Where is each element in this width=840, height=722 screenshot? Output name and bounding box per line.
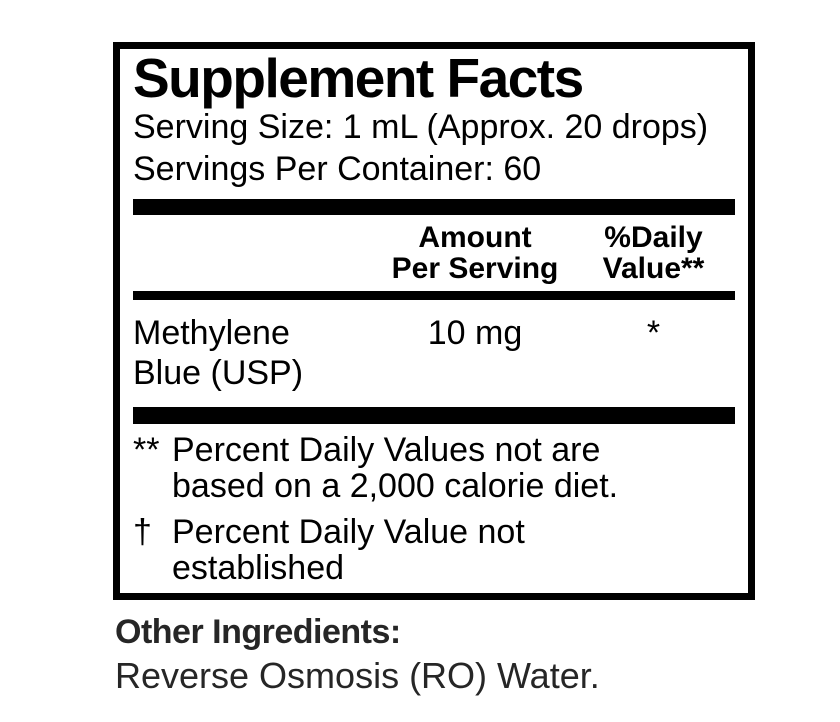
footnote-text-not-established: Percent Daily Value not established: [172, 513, 525, 587]
footnote-text-daily-values: Percent Daily Values not are based on a …: [172, 431, 619, 505]
header-percent-daily-value: %Daily Value**: [585, 222, 722, 284]
serving-size-line: Serving Size: 1 mL (Approx. 20 drops): [133, 108, 709, 146]
header-name-spacer: [133, 222, 365, 284]
other-ingredients-heading: Other Ingredients:: [115, 613, 401, 651]
footnote-not-established: † Percent Daily Value not established: [133, 514, 735, 586]
footnote-marker-double-asterisk: **: [133, 431, 160, 469]
servings-per-container-line: Servings Per Container: 60: [133, 150, 542, 188]
header-amount-line1: Amount: [418, 221, 532, 254]
header-amount-per-serving: Amount Per Serving: [365, 222, 585, 284]
header-dv-line1: %Daily: [604, 221, 703, 254]
footnote-marker-dagger: †: [133, 513, 152, 551]
ingredient-amount: 10 mg: [427, 314, 523, 352]
other-ingredients-text: Reverse Osmosis (RO) Water.: [115, 655, 600, 696]
header-amount-line2: Per Serving: [391, 252, 559, 285]
ingredient-name: Methylene Blue (USP): [133, 314, 304, 392]
divider-thick-top: [133, 199, 735, 215]
other-ingredients-section: Other Ingredients: Reverse Osmosis (RO) …: [115, 610, 600, 698]
divider-thick-bottom: [133, 407, 735, 424]
ingredient-daily-value: *: [646, 314, 661, 352]
column-header-row: Amount Per Serving %Daily Value**: [133, 222, 735, 284]
table-row-methylene-blue: Methylene Blue (USP) 10 mg *: [133, 313, 735, 393]
supplement-facts-panel: Supplement Facts Serving Size: 1 mL (App…: [113, 42, 755, 600]
header-dv-line2: Value**: [602, 252, 705, 285]
panel-title: Supplement Facts: [133, 47, 584, 109]
footnote-daily-values: ** Percent Daily Values not are based on…: [133, 432, 735, 504]
divider-medium-under-headers: [133, 291, 735, 300]
